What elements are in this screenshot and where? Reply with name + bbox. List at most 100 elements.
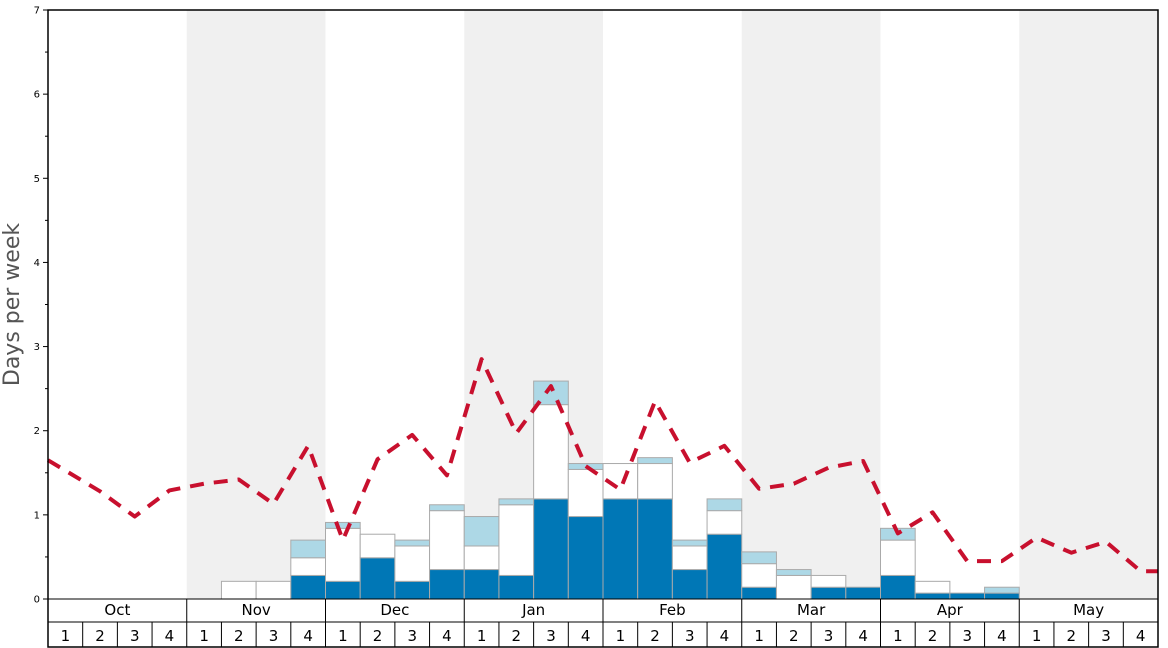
month-label-may: May	[1073, 601, 1104, 619]
month-shade-mar	[741, 10, 881, 599]
bar-mid-21	[741, 563, 777, 588]
bar-mid-18	[637, 463, 673, 500]
bar-dark-26	[914, 592, 951, 600]
week-label: 1	[1032, 627, 1042, 645]
y-tick-label: 0	[34, 595, 40, 606]
bar-mid-22	[775, 574, 812, 600]
bar-mid-12	[429, 510, 465, 571]
week-label: 2	[1067, 627, 1077, 645]
week-label: 2	[234, 627, 244, 645]
month-label-oct: Oct	[104, 601, 130, 619]
bar-dark-11	[394, 580, 431, 600]
bar-dark-16	[567, 516, 604, 600]
bar-dark-23	[810, 586, 847, 600]
y-tick-label: 5	[34, 174, 40, 185]
bar-dark-21	[741, 586, 777, 600]
bar-mid-9	[325, 527, 361, 582]
month-label-jan: Jan	[521, 601, 545, 619]
week-label: 3	[1101, 627, 1111, 645]
week-label: 1	[199, 627, 209, 645]
week-label: 1	[616, 627, 626, 645]
trend-line	[46, 357, 1158, 574]
bar-light-13	[463, 516, 500, 547]
week-label: 3	[685, 627, 695, 645]
month-shade-may	[1019, 10, 1158, 599]
bar-dark-13	[463, 569, 500, 600]
bar-dark-28	[984, 592, 1020, 600]
month-label-feb: Feb	[659, 601, 686, 619]
bar-mid-8	[290, 557, 326, 576]
y-axis-label: Days per week	[0, 223, 25, 386]
bar-dark-25	[880, 574, 916, 600]
month-label-dec: Dec	[380, 601, 409, 619]
month-shade-nov	[186, 10, 326, 599]
x-axis: Oct Nov Dec Jan Feb Mar Apr May 1 2 3 4 1 2 3 4 1 2 3 4 1 2 3 4…	[61, 599, 1146, 647]
month-label-nov: Nov	[241, 601, 270, 619]
bar-mid-26	[914, 580, 951, 594]
week-label: 4	[1136, 627, 1146, 645]
bar-mid-20	[706, 510, 743, 535]
week-label: 1	[477, 627, 487, 645]
week-label: 4	[303, 627, 313, 645]
bar-mid-23	[810, 574, 847, 588]
y-tick-label: 2	[34, 426, 40, 437]
week-label: 2	[95, 627, 105, 645]
bar-light-19	[671, 539, 708, 547]
bar-mid-16	[567, 468, 604, 518]
bar-mid-19	[671, 545, 708, 571]
week-label: 1	[754, 627, 764, 645]
week-label: 3	[269, 627, 279, 645]
week-label: 1	[61, 627, 71, 645]
week-label: 2	[512, 627, 522, 645]
bar-light-14	[498, 498, 535, 506]
bar-dark-15	[533, 498, 569, 600]
bar-dark-10	[359, 557, 396, 600]
bar-light-9	[325, 521, 361, 529]
week-label: 4	[442, 627, 452, 645]
month-label-mar: Mar	[797, 601, 826, 619]
bar-light-20	[706, 498, 743, 512]
week-label: 4	[858, 627, 868, 645]
week-label: 4	[997, 627, 1007, 645]
y-tick-label: 3	[34, 342, 40, 353]
month-shading	[186, 10, 1158, 599]
bar-mid-11	[394, 545, 431, 582]
bar-light-21	[741, 551, 777, 565]
week-label: 3	[407, 627, 417, 645]
week-label: 4	[720, 627, 730, 645]
y-tick-label: 7	[34, 6, 40, 17]
month-label-apr: Apr	[937, 601, 964, 619]
week-label: 3	[130, 627, 140, 645]
bar-light-8	[290, 539, 326, 559]
bar-mid-13	[463, 545, 500, 571]
bar-light-15	[533, 380, 569, 406]
week-label: 1	[893, 627, 903, 645]
bar-light-12	[429, 504, 465, 512]
y-tick-label: 1	[34, 510, 40, 521]
bar-light-22	[775, 569, 812, 576]
bar-mid-6	[220, 580, 257, 600]
bar-mid-15	[533, 404, 569, 500]
bar-light-11	[394, 539, 431, 547]
bar-dark-19	[671, 569, 708, 600]
week-label: 3	[962, 627, 972, 645]
bar-series	[220, 380, 1020, 600]
week-label: 4	[581, 627, 591, 645]
week-label: 2	[789, 627, 799, 645]
bar-dark-17	[602, 498, 639, 600]
y-tick-label: 4	[34, 258, 40, 269]
bar-dark-20	[706, 533, 743, 600]
y-tick-label: 6	[34, 90, 40, 101]
bar-dark-18	[637, 498, 673, 600]
bar-dark-12	[429, 569, 465, 600]
week-label: 2	[650, 627, 660, 645]
bar-mid-10	[359, 533, 396, 559]
week-label: 3	[546, 627, 556, 645]
bar-mid-25	[880, 539, 916, 576]
bar-dark-14	[498, 574, 535, 600]
bar-light-18	[637, 457, 673, 465]
bar-dark-24	[845, 586, 881, 600]
week-label: 3	[824, 627, 834, 645]
bar-light-28	[984, 586, 1020, 594]
